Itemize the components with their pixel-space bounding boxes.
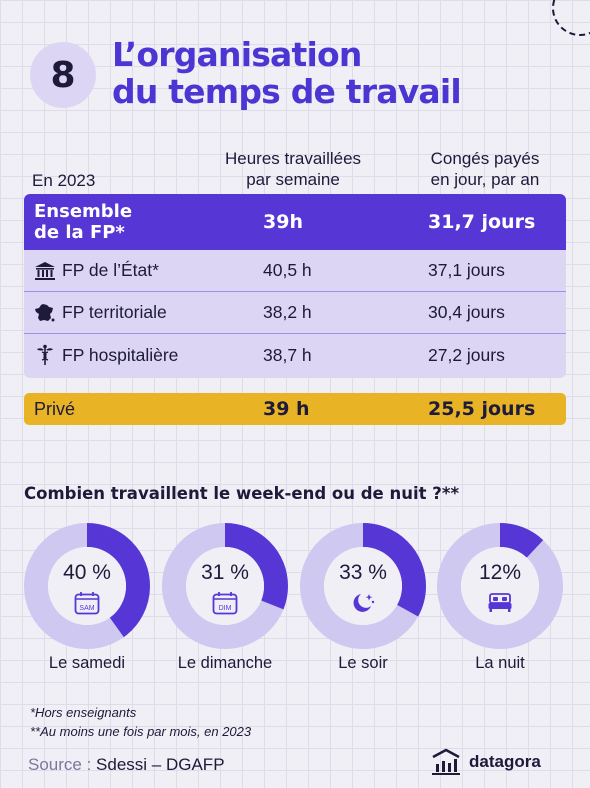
table-row: FP de l’État* 40,5 h 37,1 jours: [24, 250, 566, 292]
source-value: Sdessi – DGAFP: [96, 755, 225, 774]
donut-caption: Le dimanche: [177, 654, 273, 672]
section-number-badge: 8: [30, 42, 96, 108]
donut-hole: [324, 547, 402, 625]
donut-ring: [437, 523, 563, 649]
table-row: FP hospitalière 38,7 h 27,2 jours: [24, 334, 566, 376]
donut-ring: [24, 523, 150, 649]
donut-hole: [186, 547, 264, 625]
weekend-section-title: Combien travaillent le week-end ou de nu…: [24, 484, 460, 503]
france-map-icon: [35, 303, 55, 321]
source-line: Source : Sdessi – DGAFP: [28, 755, 225, 775]
row-label: FP de l’État*: [62, 260, 159, 280]
donut-hole: [48, 547, 126, 625]
donut-caption: Le soir: [338, 654, 388, 672]
row-leave: 30,4 jours: [428, 302, 505, 322]
donut-evening: 33 %: [300, 523, 426, 649]
table-row: FP territoriale 38,2 h 30,4 jours: [24, 292, 566, 334]
donut-night: 12%: [437, 523, 563, 649]
brand-logo: datagora: [431, 748, 541, 776]
total-hours: 39h: [263, 211, 303, 233]
year-label: En 2023: [32, 171, 96, 190]
donut-percent: 31 %: [201, 561, 249, 584]
row-leave: 27,2 jours: [428, 344, 505, 365]
donut-arc: [300, 523, 426, 649]
row-label-group: FP hospitalière: [34, 344, 178, 366]
table-row-private: Privé 39 h 25,5 jours: [24, 393, 566, 425]
donut-percent: 33 %: [339, 561, 387, 584]
title-line-1: L’organisation: [112, 35, 362, 74]
private-label: Privé: [34, 398, 76, 419]
donut-percent: 40 %: [63, 561, 111, 584]
row-hours: 40,5 h: [263, 260, 312, 280]
donut-saturday: 40 % SAM: [24, 523, 150, 649]
donut-ring: [300, 523, 426, 649]
row-label-group: FP territoriale: [34, 302, 167, 323]
calendar-sam-icon: SAM: [74, 592, 100, 615]
row-label: FP hospitalière: [62, 344, 179, 365]
leave-header-line-2: en jour, par an: [430, 170, 540, 189]
hours-header-line-1: Heures travaillées: [224, 149, 362, 168]
row-hours: 38,2 h: [263, 302, 312, 322]
donut-hole: [461, 547, 539, 625]
table-row-total: Ensemble de la FP* 39h 31,7 jours: [24, 194, 566, 250]
corner-decoration: [552, 0, 590, 36]
donut-sunday: 31 % DIM: [162, 523, 288, 649]
footnotes: *Hors enseignants **Au moins une fois pa…: [30, 703, 251, 741]
hours-header-line-2: par semaine: [246, 170, 340, 189]
source-label: Source :: [28, 755, 92, 774]
donut-caption: La nuit: [475, 654, 525, 672]
caduceus-icon: [37, 344, 53, 365]
page-title: L’organisation du temps de travail: [112, 35, 462, 111]
donut-caption: Le samedi: [48, 654, 126, 672]
donut-arc: [437, 523, 563, 649]
hours-column-header: Heures travaillées par semaine: [200, 148, 386, 190]
total-label-line-1: Ensemble: [34, 201, 133, 222]
leave-header-line-1: Congés payés: [430, 149, 540, 168]
fp-breakdown-table: FP de l’État* 40,5 h 37,1 jours FP terri…: [24, 250, 566, 378]
calendar-dim-icon: DIM: [212, 592, 238, 615]
row-hours: 38,7 h: [263, 344, 312, 365]
brand-name: datagora: [469, 752, 541, 771]
title-line-2: du temps de travail: [112, 72, 462, 111]
calendar-icon-text: DIM: [219, 605, 232, 612]
donut-arc: [24, 523, 150, 649]
total-label-line-2: de la FP*: [34, 222, 125, 243]
donut-arc: [162, 523, 288, 649]
datagora-logo-icon: [432, 748, 460, 775]
private-leave: 25,5 jours: [428, 398, 536, 420]
donut-ring: [162, 523, 288, 649]
total-leave: 31,7 jours: [428, 211, 536, 233]
footnote-2: **Au moins une fois par mois, en 2023: [30, 724, 252, 739]
moon-stars-icon: [353, 594, 375, 612]
calendar-icon-text: SAM: [79, 605, 94, 612]
bed-icon: [488, 593, 512, 612]
footnote-1: *Hors enseignants: [30, 705, 137, 720]
leave-column-header: Congés payés en jour, par an: [405, 148, 565, 190]
row-label: FP territoriale: [62, 302, 167, 322]
private-hours: 39 h: [263, 398, 310, 420]
donut-percent: 12%: [478, 561, 522, 584]
government-building-icon: [35, 261, 55, 280]
total-label: Ensemble de la FP*: [34, 201, 132, 243]
row-leave: 37,1 jours: [428, 260, 505, 280]
row-label-group: FP de l’État*: [34, 260, 159, 281]
